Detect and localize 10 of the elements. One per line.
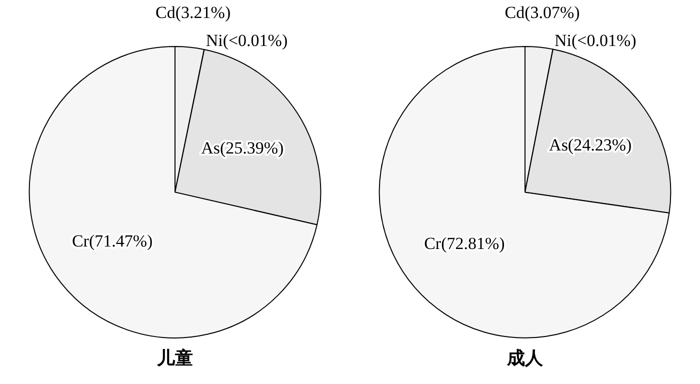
slice-label: As(25.39%) — [201, 138, 284, 158]
text: 儿童 — [156, 348, 193, 369]
slice-label: Cd(3.07%) — [504, 2, 580, 22]
slice-label: As(24.23%) — [549, 135, 632, 154]
slice-label: Ni(<0.01%) — [206, 31, 288, 50]
slice-label: Cd(3.21%) — [156, 2, 231, 22]
slice-label: Cr(71.47%) — [72, 232, 153, 251]
slice-label: Cr(72.81%) — [424, 234, 505, 254]
text: 成人 — [506, 348, 544, 369]
slice-label: Ni(<0.01%) — [554, 30, 636, 50]
